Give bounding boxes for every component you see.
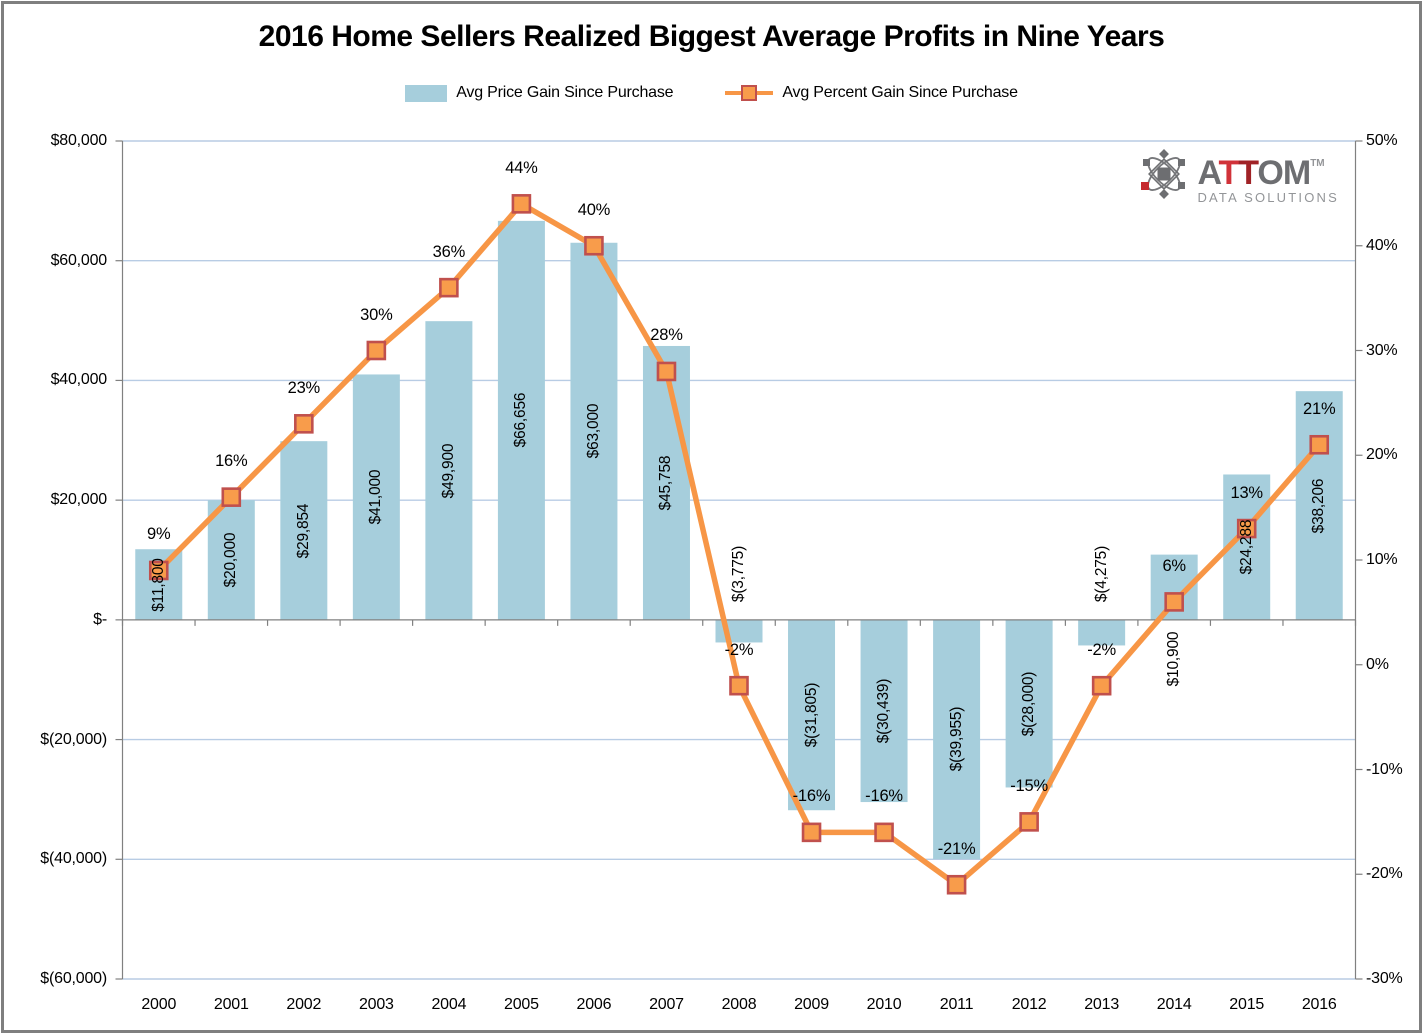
line-marker-2003 xyxy=(366,340,387,361)
attom-wordmark: ATTOMTM xyxy=(1197,154,1325,192)
bar-2002 xyxy=(280,441,328,620)
legend-line-label: Avg Percent Gain Since Purchase xyxy=(782,84,1018,101)
line-marker-2001 xyxy=(221,487,242,507)
line-marker-2002 xyxy=(294,414,314,434)
bar-2011 xyxy=(933,619,981,860)
attom-subtitle: DATA SOLUTIONS xyxy=(1197,190,1339,205)
bar-2009 xyxy=(788,619,836,811)
legend-line-swatch xyxy=(725,84,774,102)
line-marker-2005 xyxy=(511,194,532,214)
line-marker-2008 xyxy=(729,675,749,696)
legend-item-percent-gain: Avg Percent Gain Since Purchase xyxy=(725,84,1018,102)
legend-bar-label: Avg Price Gain Since Purchase xyxy=(456,84,674,101)
attom-logo-text: ATTOMTM DATA SOLUTIONS xyxy=(1197,148,1339,205)
line-marker-2006 xyxy=(584,235,604,256)
chart-title: 2016 Home Sellers Realized Biggest Avera… xyxy=(258,20,1165,53)
line-marker-2012 xyxy=(1019,812,1039,832)
legend-bar-swatch xyxy=(405,84,448,102)
attom-logo: ATTOMTM DATA SOLUTIONS xyxy=(1140,148,1339,205)
line-marker-2000 xyxy=(148,560,169,581)
bar-2003 xyxy=(352,374,400,620)
line-marker-2007 xyxy=(656,361,677,382)
bar-2007 xyxy=(642,345,690,620)
bar-2000 xyxy=(135,549,183,620)
line-marker-2015 xyxy=(1236,518,1257,539)
legend-line-marker xyxy=(741,85,758,101)
bar-2016 xyxy=(1295,391,1343,620)
line-marker-2011 xyxy=(946,874,967,895)
line-marker-2004 xyxy=(439,277,459,298)
bar-2004 xyxy=(425,321,473,620)
legend-item-price-gain: Avg Price Gain Since Purchase xyxy=(405,84,674,102)
bar-2005 xyxy=(497,220,545,620)
percent-line-series xyxy=(156,201,1322,888)
line-marker-2010 xyxy=(874,822,894,843)
trademark-symbol: TM xyxy=(1310,158,1325,169)
line-marker-2009 xyxy=(801,822,822,843)
bar-2010 xyxy=(860,619,908,803)
bar-2012 xyxy=(1005,619,1053,788)
bar-2001 xyxy=(207,500,255,620)
bar-2013 xyxy=(1078,619,1126,646)
bar-2006 xyxy=(570,242,618,620)
line-marker-2013 xyxy=(1091,675,1112,696)
line-marker-2016 xyxy=(1309,434,1330,455)
legend: Avg Price Gain Since Purchase Avg Percen… xyxy=(0,84,1423,102)
attom-atom-icon xyxy=(1141,149,1186,199)
line-marker-2014 xyxy=(1164,592,1184,612)
